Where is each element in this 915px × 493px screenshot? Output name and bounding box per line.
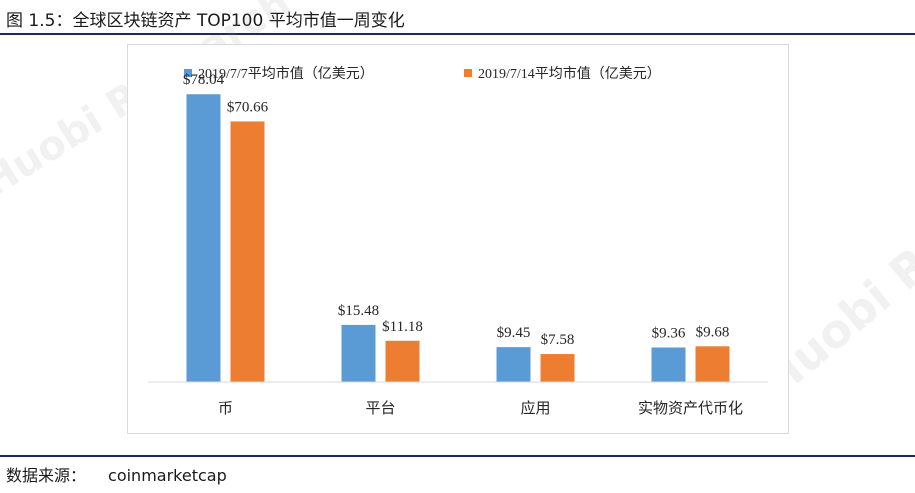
bar-2-3 xyxy=(540,354,575,382)
legend-label-1: 2019/7/7平均市值（亿美元） xyxy=(198,65,374,82)
legend-swatch-1 xyxy=(184,69,192,77)
bar-1-2 xyxy=(341,324,376,382)
category-label-1: 币 xyxy=(218,399,233,417)
category-labels-group: 币 平台 应用 实物资产代币化 xyxy=(218,399,743,417)
source-value: coinmarketcap xyxy=(108,466,227,485)
chart-area: 2019/7/7平均市值（亿美元） 2019/7/14平均市值（亿美元） $78.… xyxy=(127,44,789,434)
data-label-2-1: $70.66 xyxy=(227,99,269,115)
bar-2-1 xyxy=(230,121,265,382)
bar-2-2 xyxy=(385,340,420,382)
bars-group xyxy=(186,94,730,382)
category-label-2: 平台 xyxy=(365,399,395,417)
figure-title: 图 1.5：全球区块链资产 TOP100 平均市值一周变化 xyxy=(6,11,405,31)
source-label: 数据来源： xyxy=(6,466,87,485)
data-label-1-2: $15.48 xyxy=(338,303,379,319)
data-label-2-3: $7.58 xyxy=(541,332,575,348)
data-labels-group: $78.04$70.66 $15.48$11.18 $9.45 $7.58 $9.36 $… xyxy=(183,72,730,348)
data-label-2-4: $9.68 xyxy=(696,324,730,340)
legend: 2019/7/7平均市值（亿美元） 2019/7/14平均市值（亿美元） xyxy=(184,65,661,82)
bar-2-4 xyxy=(695,346,730,382)
data-label-1-4: $9.36 xyxy=(652,325,686,341)
legend-swatch-2 xyxy=(464,69,472,77)
bar-1-1 xyxy=(186,94,221,382)
data-label-2-2: $11.18 xyxy=(382,319,423,335)
data-label-1-1: $78.04 xyxy=(183,72,225,88)
bar-chart: 2019/7/7平均市值（亿美元） 2019/7/14平均市值（亿美元） $78.… xyxy=(148,65,768,417)
category-label-3: 应用 xyxy=(520,399,550,417)
title-rule xyxy=(0,33,915,35)
bar-1-4 xyxy=(651,347,686,382)
legend-label-2: 2019/7/14平均市值（亿美元） xyxy=(478,65,661,82)
data-label-1-3: $9.45 xyxy=(497,325,531,341)
category-label-4: 实物资产代币化 xyxy=(638,399,743,417)
source-line: 数据来源： coinmarketcap xyxy=(6,462,227,486)
bar-1-3 xyxy=(496,347,531,382)
source-rule xyxy=(0,455,915,457)
